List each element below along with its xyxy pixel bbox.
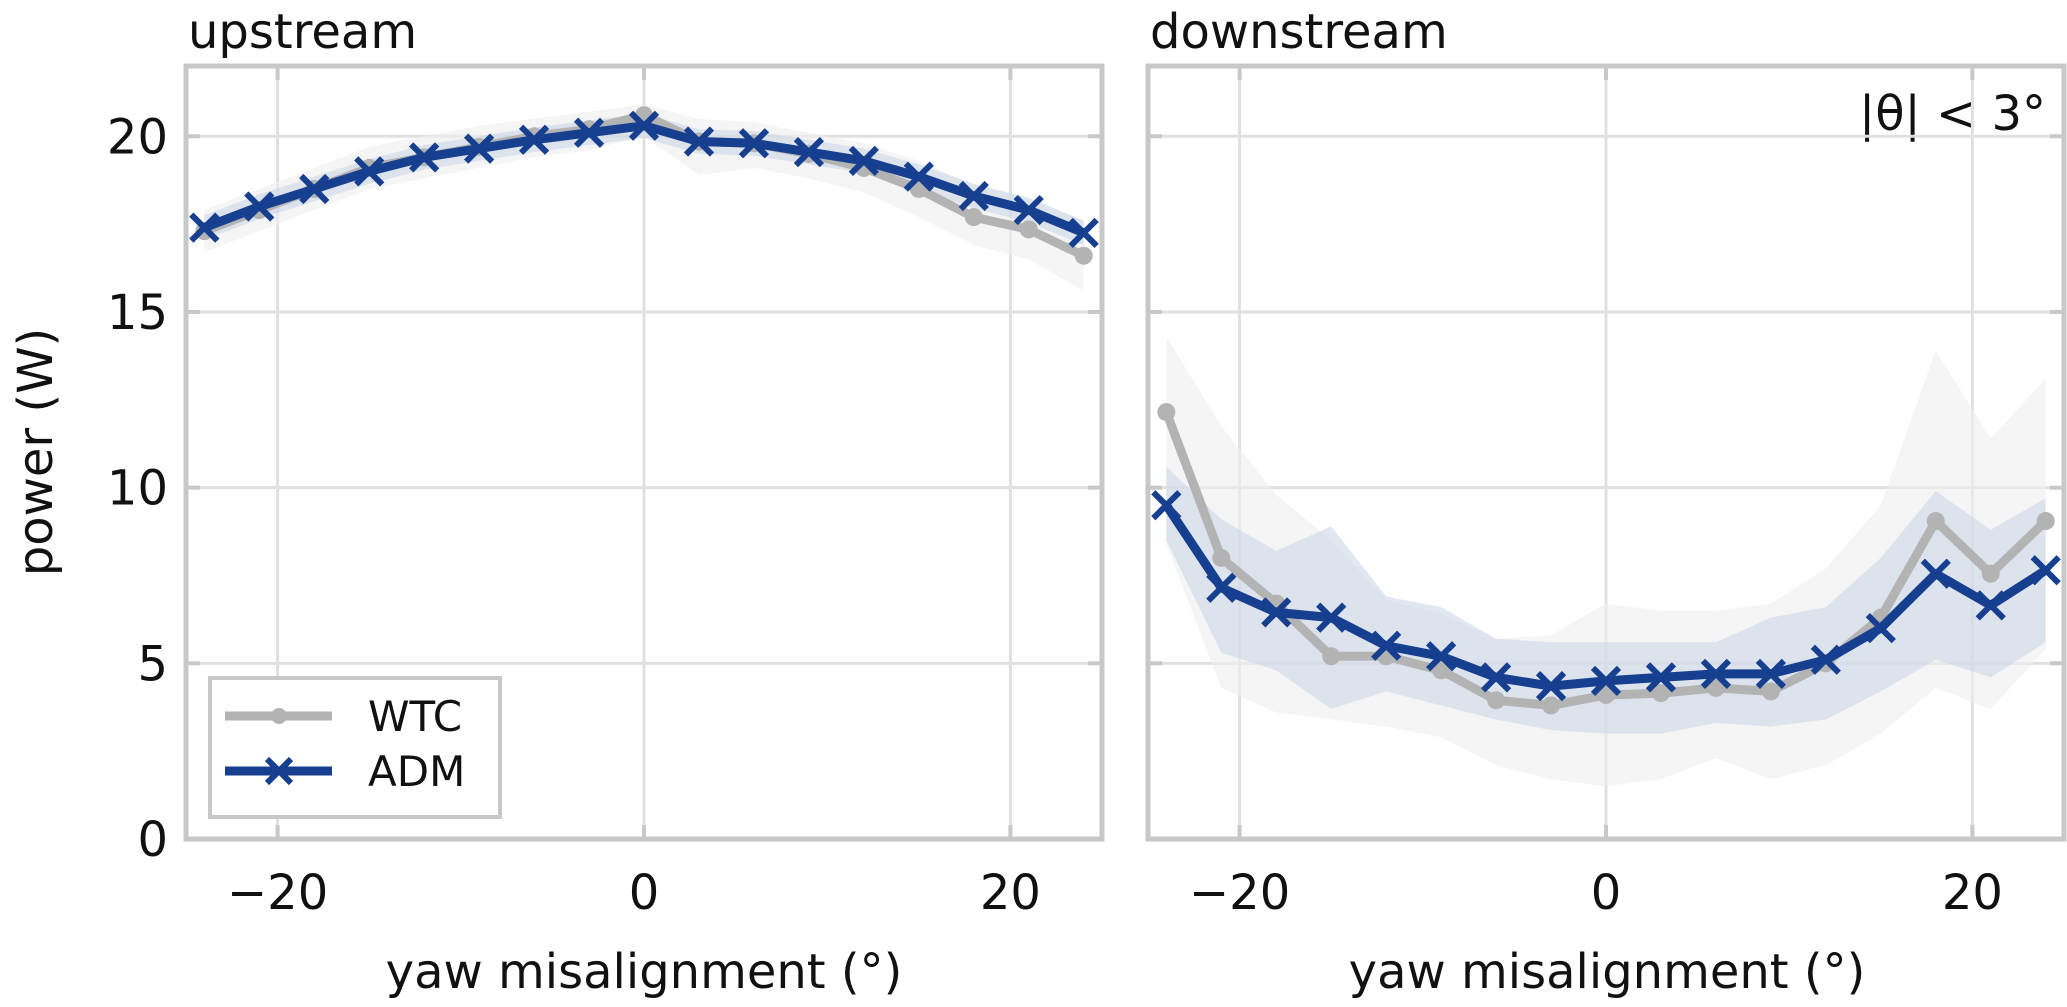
- data-point-wtc: [1212, 548, 1231, 567]
- data-point-adm: [1261, 597, 1292, 628]
- axes-frame: [1145, 63, 2067, 842]
- data-point-adm: [244, 191, 275, 222]
- data-point-adm: [1645, 662, 1677, 693]
- panel-title-upstream: upstream: [188, 4, 417, 60]
- data-point-adm: [1206, 572, 1237, 603]
- y-tick-label: 5: [137, 636, 168, 692]
- data-point-adm: [1975, 590, 2006, 621]
- upstream-panel: upstream power (W) yaw misalignment (°) …: [8, 4, 1105, 1000]
- data-point-wtc: [1487, 691, 1506, 710]
- y-tick-label: 0: [137, 812, 168, 868]
- data-point-adm: [738, 128, 770, 159]
- data-point-adm: [1810, 644, 1841, 675]
- x-tick-label: −20: [227, 865, 328, 921]
- data-point-adm: [1425, 641, 1457, 672]
- x-tick-label: 0: [629, 865, 660, 921]
- downstream-panel: downstream |θ| < 3° yaw misalignment (°)…: [1145, 4, 2067, 1000]
- data-point-adm: [1920, 558, 1951, 589]
- legend-label-adm: ADM: [368, 747, 465, 796]
- legend-label-wtc: WTC: [368, 692, 462, 741]
- data-point-adm: [1755, 658, 1787, 689]
- x-axis-label: yaw misalignment (°): [1349, 944, 1866, 1000]
- data-point-adm: [1535, 671, 1567, 702]
- data-point-adm: [463, 133, 495, 164]
- x-tick-label: −20: [1189, 865, 1290, 921]
- data-point-adm: [793, 136, 825, 168]
- data-point-wtc: [1542, 696, 1561, 715]
- data-point-wtc: [1074, 246, 1093, 265]
- data-point-adm: [903, 161, 934, 192]
- legend-marker-adm: [264, 756, 294, 786]
- y-tick-label: 10: [107, 461, 168, 517]
- plot-area: [189, 104, 1099, 291]
- legend-marker-wtc: [271, 708, 287, 724]
- x-axis-label: yaw misalignment (°): [386, 944, 903, 1000]
- data-point-adm: [958, 180, 989, 212]
- data-point-adm: [299, 173, 330, 205]
- x-tick-label: 0: [1591, 865, 1622, 921]
- data-point-wtc: [1926, 512, 1945, 531]
- data-point-adm: [628, 110, 660, 141]
- data-point-adm: [189, 212, 220, 243]
- axes-frame: [183, 63, 1105, 842]
- y-axis-label: power (W): [8, 328, 64, 577]
- data-point-adm: [354, 156, 385, 187]
- legend: WTC ADM: [208, 676, 502, 819]
- legend-box: [208, 676, 502, 819]
- data-point-adm: [1371, 630, 1402, 661]
- y-tick-label: 20: [107, 109, 168, 165]
- data-point-adm: [683, 126, 715, 157]
- data-point-adm: [1700, 658, 1732, 689]
- data-point-adm: [1013, 194, 1044, 226]
- data-point-wtc: [1322, 647, 1341, 666]
- data-point-wtc: [2036, 512, 2055, 531]
- data-point-adm: [518, 124, 550, 155]
- panel-title-downstream: downstream: [1150, 4, 1448, 60]
- x-tick-label: 20: [980, 865, 1041, 921]
- band-adm: [204, 113, 1084, 246]
- data-point-adm: [1590, 665, 1622, 697]
- data-point-adm: [2030, 555, 2061, 586]
- data-point-wtc: [1597, 685, 1615, 704]
- data-point-wtc: [1432, 661, 1451, 680]
- data-point-adm: [848, 145, 879, 176]
- x-tick-label: 20: [1942, 865, 2003, 921]
- y-tick-label: 15: [107, 285, 168, 341]
- annotation-theta: |θ| < 3°: [1859, 86, 2046, 142]
- data-point-wtc: [1651, 684, 1670, 703]
- data-point-adm: [1151, 490, 1182, 521]
- data-point-adm: [1068, 217, 1099, 249]
- data-point-adm: [573, 117, 605, 148]
- data-point-adm: [1316, 602, 1347, 633]
- data-point-wtc: [964, 208, 983, 227]
- data-point-adm: [409, 142, 440, 173]
- plot-area: [1151, 336, 2061, 787]
- data-point-wtc: [1019, 220, 1038, 239]
- data-point-wtc: [1981, 564, 2000, 583]
- data-point-wtc: [1706, 678, 1725, 697]
- data-point-adm: [1480, 662, 1512, 693]
- data-point-wtc: [1761, 682, 1780, 701]
- data-point-adm: [1865, 613, 1896, 644]
- data-point-wtc: [1157, 403, 1176, 422]
